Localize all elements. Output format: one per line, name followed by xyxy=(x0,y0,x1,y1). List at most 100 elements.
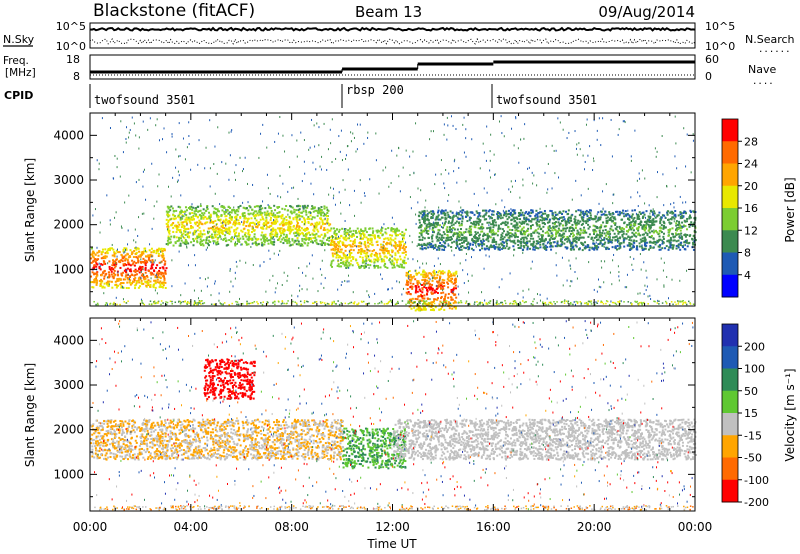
heatmap-cell xyxy=(477,222,480,225)
heatmap-cell xyxy=(183,242,186,245)
heatmap-cell xyxy=(179,244,182,247)
heatmap-cell xyxy=(458,231,461,234)
heatmap-cell xyxy=(627,228,630,231)
heatmap-cell xyxy=(192,244,195,247)
heatmap-speckle xyxy=(578,142,580,145)
heatmap-cell xyxy=(225,214,228,217)
heatmap-cell xyxy=(516,235,519,238)
heatmap-cell xyxy=(270,231,273,234)
heatmap-cell xyxy=(434,225,437,228)
heatmap-cell xyxy=(300,242,303,245)
heatmap-cell xyxy=(445,237,448,240)
heatmap-cell xyxy=(103,262,106,265)
heatmap-cell xyxy=(552,226,555,229)
heatmap-cell xyxy=(341,261,344,264)
heatmap-cell xyxy=(152,263,155,266)
heatmap-cell xyxy=(546,216,549,219)
heatmap-cell xyxy=(235,228,238,231)
heatmap-cell xyxy=(260,238,263,241)
heatmap-cell xyxy=(107,280,110,283)
heatmap-cell xyxy=(645,222,648,225)
heatmap-cell xyxy=(432,226,435,229)
heatmap-cell xyxy=(190,241,193,244)
heatmap-cell xyxy=(160,273,163,276)
heatmap-cell xyxy=(289,244,292,247)
heatmap-cell xyxy=(593,229,596,232)
heatmap-cell xyxy=(212,212,215,215)
heatmap-cell xyxy=(452,272,455,275)
heatmap-cell xyxy=(540,228,543,231)
heatmap-cell xyxy=(574,237,577,240)
heatmap-cell xyxy=(442,210,445,213)
heatmap-cell xyxy=(109,249,112,252)
heatmap-cell xyxy=(162,254,165,257)
heatmap-speckle xyxy=(557,217,559,220)
heatmap-cell xyxy=(192,239,195,242)
heatmap-cell xyxy=(408,275,411,278)
heatmap-cell xyxy=(169,218,172,221)
heatmap-cell xyxy=(488,221,491,224)
heatmap-cell xyxy=(410,298,413,301)
heatmap-cell xyxy=(162,267,165,270)
heatmap-speckle xyxy=(564,299,566,302)
heatmap-cell xyxy=(126,281,129,284)
heatmap-cell xyxy=(350,248,353,251)
heatmap-cell xyxy=(621,226,624,229)
heatmap-cell xyxy=(506,222,509,225)
heatmap-speckle xyxy=(546,191,548,194)
heatmap-cell xyxy=(409,279,412,282)
heatmap-cell xyxy=(622,237,625,240)
heatmap-cell xyxy=(281,238,284,241)
heatmap-cell xyxy=(162,274,165,277)
heatmap-cell xyxy=(163,257,166,260)
heatmap-cell xyxy=(431,240,434,243)
heatmap-cell xyxy=(95,265,98,268)
heatmap-cell xyxy=(304,235,307,238)
heatmap-speckle xyxy=(551,187,553,190)
heatmap-cell xyxy=(491,239,494,242)
heatmap-cell xyxy=(502,244,505,247)
heatmap-cell xyxy=(145,284,148,287)
heatmap-cell xyxy=(96,274,99,277)
heatmap-cell xyxy=(586,220,589,223)
heatmap-cell xyxy=(112,262,115,265)
heatmap-cell xyxy=(535,213,538,216)
heatmap-cell xyxy=(278,211,281,214)
heatmap-cell xyxy=(233,210,236,213)
heatmap-cell xyxy=(637,233,640,236)
heatmap-cell xyxy=(140,253,143,256)
heatmap-speckle xyxy=(128,136,130,139)
heatmap-cell xyxy=(194,214,197,217)
heatmap-cell xyxy=(179,242,182,245)
heatmap-cell xyxy=(188,217,191,220)
heatmap-cell xyxy=(487,240,490,243)
heatmap-cell xyxy=(386,241,389,244)
heatmap-cell xyxy=(421,273,424,276)
heatmap-cell xyxy=(538,224,541,227)
heatmap-cell xyxy=(432,229,435,232)
heatmap-cell xyxy=(425,231,428,234)
heatmap-cell xyxy=(491,219,494,222)
heatmap-cell xyxy=(165,243,168,246)
heatmap-cell xyxy=(473,239,476,242)
heatmap-speckle xyxy=(368,296,370,299)
heatmap-cell xyxy=(628,214,631,217)
heatmap-cell xyxy=(649,226,652,229)
heatmap-speckle xyxy=(465,180,467,183)
heatmap-cell xyxy=(614,218,617,221)
heatmap-cell xyxy=(248,204,251,207)
heatmap-cell xyxy=(684,211,687,214)
heatmap-cell xyxy=(90,261,93,264)
heatmap-cell xyxy=(641,216,644,219)
heatmap-cell xyxy=(235,243,238,246)
heatmap-speckle xyxy=(490,133,492,136)
heatmap-cell xyxy=(230,226,233,229)
heatmap-cell xyxy=(221,206,224,209)
heatmap-cell xyxy=(216,215,219,218)
heatmap-cell xyxy=(627,217,630,220)
heatmap-cell xyxy=(599,239,602,242)
heatmap-cell xyxy=(440,212,443,215)
heatmap-cell xyxy=(434,306,437,309)
heatmap-cell xyxy=(365,259,368,262)
heatmap-cell xyxy=(610,225,613,228)
